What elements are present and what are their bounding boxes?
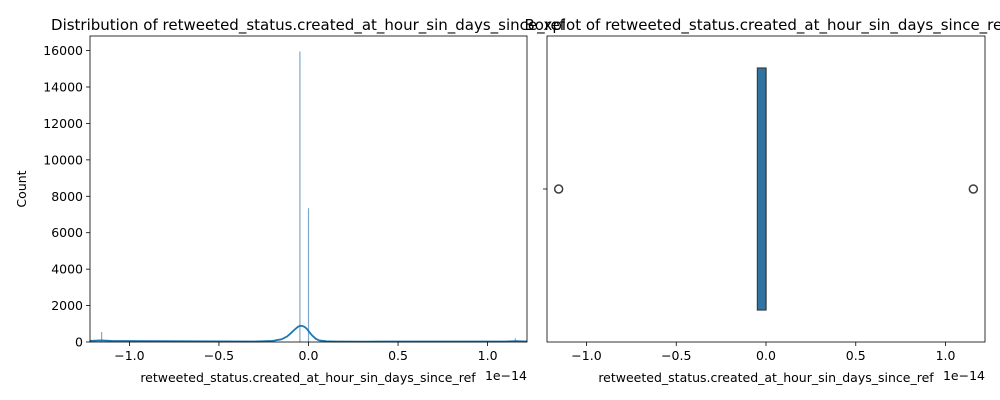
boxplot-x-tick-label: −0.5 xyxy=(661,348,691,363)
histogram-y-ticks: 0 2000 4000 6000 8000 10000 12000 14000 16000 xyxy=(43,43,90,350)
boxplot-box xyxy=(756,67,767,311)
histogram-y-tick-label: 16000 xyxy=(43,43,83,58)
histogram-y-tick-label: 8000 xyxy=(51,189,83,204)
histogram-panel: Distribution of retweeted_status.created… xyxy=(14,16,566,385)
kde-line xyxy=(89,324,528,343)
histogram-y-tick-label: 4000 xyxy=(51,262,83,277)
histogram-bar-1 xyxy=(299,51,301,342)
histogram-x-ticks: −1.0 −0.5 0.0 0.5 1.0 xyxy=(114,342,498,363)
boxplot-outliers xyxy=(553,184,979,194)
histogram-x-tick-label: 1.0 xyxy=(478,348,498,363)
boxplot-x-tick-label: −1.0 xyxy=(571,348,601,363)
boxplot-x-ticks: −1.0 −0.5 0.0 0.5 1.0 xyxy=(571,342,955,363)
boxplot-x-label: retweeted_status.created_at_hour_sin_day… xyxy=(598,370,934,385)
histogram-y-tick-label: 12000 xyxy=(43,116,83,131)
boxplot-title: Boxplot of retweeted_status.created_at_h… xyxy=(524,16,1000,35)
histogram-bar-0 xyxy=(101,331,103,342)
boxplot-outlier-0 xyxy=(553,184,564,194)
histogram-y-tick-label: 0 xyxy=(75,335,83,350)
histogram-x-label: retweeted_status.created_at_hour_sin_day… xyxy=(140,370,476,385)
histogram-x-tick-label: 0.0 xyxy=(299,348,319,363)
boxplot-x-tick-label: 0.5 xyxy=(846,348,866,363)
histogram-x-tick-label: 0.5 xyxy=(388,348,408,363)
histogram-bar-3 xyxy=(514,338,516,342)
boxplot-outlier-1 xyxy=(968,184,979,194)
boxplot-x-offset-label: 1e−14 xyxy=(943,368,985,383)
boxplot-x-tick-label: 0.0 xyxy=(756,348,776,363)
histogram-y-label: Count xyxy=(14,170,29,207)
histogram-title: Distribution of retweeted_status.created… xyxy=(51,16,566,35)
boxplot-x-tick-label: 1.0 xyxy=(936,348,956,363)
histogram-y-tick-label: 6000 xyxy=(51,225,83,240)
histogram-bars xyxy=(101,51,516,342)
histogram-bar-2 xyxy=(307,208,310,342)
histogram-x-tick-label: −1.0 xyxy=(114,348,144,363)
histogram-x-offset-label: 1e−14 xyxy=(485,368,527,383)
boxplot xyxy=(756,67,767,311)
histogram-y-tick-label: 10000 xyxy=(43,152,83,167)
histogram-y-tick-label: 14000 xyxy=(43,80,83,95)
histogram-x-tick-label: −0.5 xyxy=(204,348,234,363)
histogram-y-tick-label: 2000 xyxy=(51,298,83,313)
boxplot-panel: Boxplot of retweeted_status.created_at_h… xyxy=(524,16,1000,385)
